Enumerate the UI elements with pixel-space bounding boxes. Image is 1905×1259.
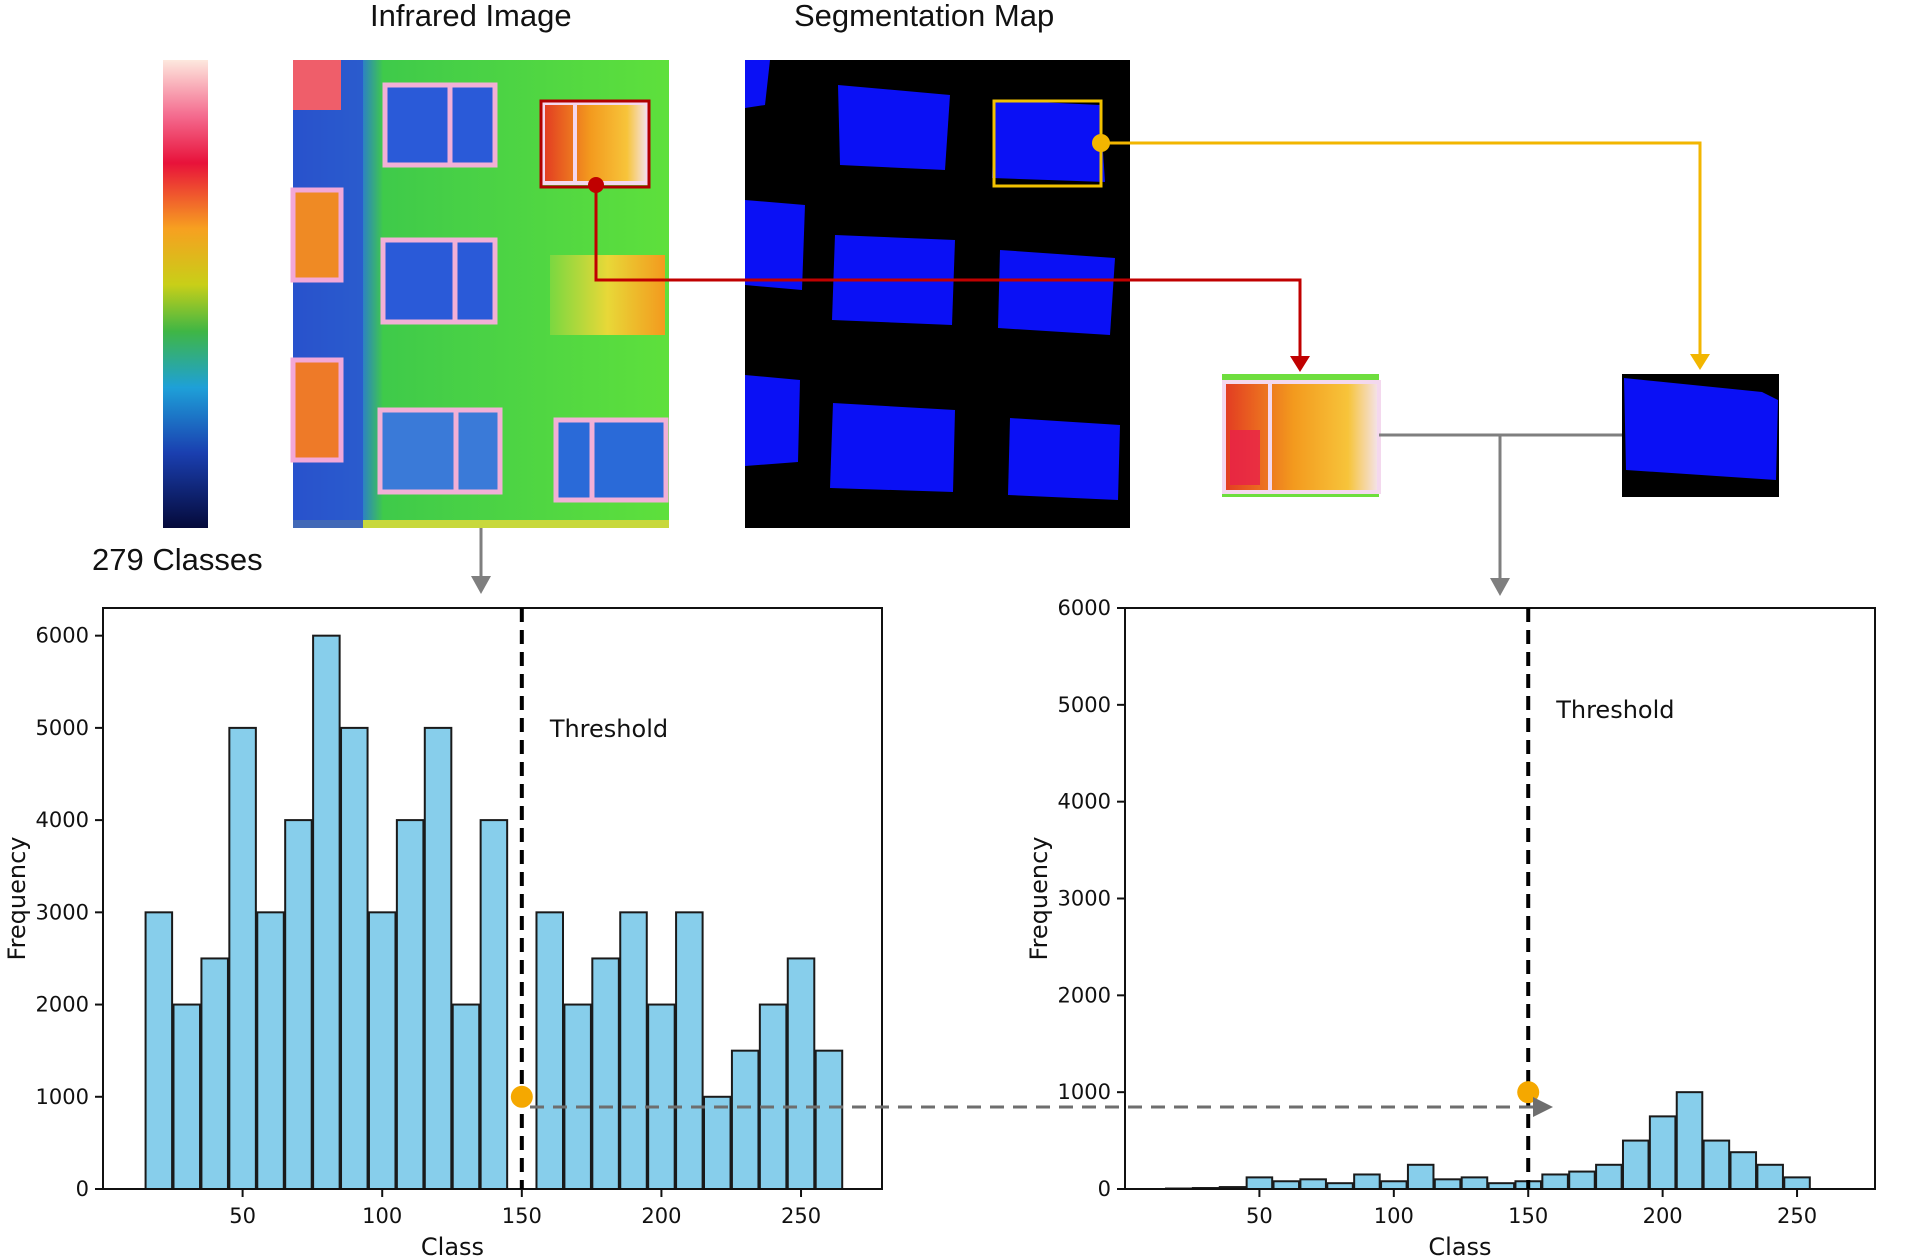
cropped-window-mask xyxy=(1622,374,1779,497)
y-tick-label: 0 xyxy=(76,1177,89,1201)
x-tick-label: 100 xyxy=(1374,1204,1414,1228)
histogram-bar xyxy=(730,1049,760,1190)
histogram-bar xyxy=(1621,1139,1650,1190)
y-tick-label: 5000 xyxy=(1058,693,1111,717)
histogram-bar xyxy=(340,726,369,1190)
histogram-bar xyxy=(451,1003,481,1190)
histogram-bar xyxy=(144,911,174,1190)
y-tick-label: 1000 xyxy=(1058,1080,1111,1104)
colorbar-gradient xyxy=(163,60,208,528)
histogram-bar xyxy=(367,911,397,1190)
threshold-label: Threshold xyxy=(1555,696,1674,724)
histogram-bar xyxy=(312,634,341,1190)
x-tick-label: 200 xyxy=(1643,1204,1683,1228)
y-tick-label: 5000 xyxy=(36,716,89,740)
x-tick-label: 50 xyxy=(1246,1204,1273,1228)
histogram-bar xyxy=(1568,1170,1596,1191)
infrared-thumbnail xyxy=(290,60,669,528)
y-tick-label: 6000 xyxy=(36,624,89,648)
plot-frame xyxy=(1124,607,1876,1190)
histogram-bar xyxy=(703,1095,732,1190)
y-axis-label: Frequency xyxy=(3,837,31,961)
histogram-bar xyxy=(1702,1139,1731,1190)
histogram-bar xyxy=(758,1003,788,1190)
x-tick-label: 50 xyxy=(229,1204,256,1228)
histogram-bar xyxy=(1783,1176,1811,1191)
histogram-bar xyxy=(786,957,816,1191)
y-tick-label: 1000 xyxy=(36,1085,89,1109)
classes-count-label: 279 Classes xyxy=(92,542,263,577)
threshold-marker xyxy=(1517,1081,1540,1104)
histogram-bar xyxy=(228,726,257,1190)
histogram-bar xyxy=(284,819,313,1190)
histogram-bar xyxy=(591,957,620,1191)
histogram-bar xyxy=(1380,1180,1408,1191)
histogram-bar xyxy=(619,911,648,1190)
x-tick-label: 150 xyxy=(1508,1204,1548,1228)
x-axis-label: Class xyxy=(421,1233,484,1259)
histogram-bar xyxy=(1648,1115,1677,1190)
threshold-label: Threshold xyxy=(549,715,668,743)
x-tick-label: 100 xyxy=(362,1204,402,1228)
histogram-bar xyxy=(1272,1180,1301,1191)
histogram-bar xyxy=(395,819,425,1190)
histogram-bar xyxy=(1406,1163,1435,1191)
histogram-bar xyxy=(1595,1163,1623,1191)
histogram-bar xyxy=(647,1003,676,1190)
histogram-bar xyxy=(1433,1178,1462,1190)
infrared-to-histogram-arrow xyxy=(471,528,491,594)
plot-frame xyxy=(102,607,883,1190)
histogram-bar xyxy=(479,819,509,1190)
histogram-bar xyxy=(172,1003,202,1190)
infrared-image-title: Infrared Image xyxy=(370,0,572,33)
histogram-bar xyxy=(200,957,229,1191)
x-tick-label: 250 xyxy=(781,1204,821,1228)
histogram-bar xyxy=(1675,1091,1704,1190)
histogram-bar xyxy=(1460,1176,1489,1191)
y-tick-label: 4000 xyxy=(36,808,89,832)
y-tick-label: 0 xyxy=(1098,1177,1111,1201)
threshold-marker xyxy=(510,1085,533,1108)
x-tick-label: 200 xyxy=(641,1204,681,1228)
histogram-bar xyxy=(423,726,453,1190)
y-tick-label: 4000 xyxy=(1058,790,1111,814)
histogram-window-region: 50 100 150 200 250 0 1000 2000 3000 4000 5000 6000 C… xyxy=(1025,596,1876,1259)
histogram-bar xyxy=(256,911,285,1190)
y-tick-label: 3000 xyxy=(36,900,89,924)
y-tick-label: 3000 xyxy=(1058,887,1111,911)
x-tick-label: 150 xyxy=(502,1204,542,1228)
histogram-bar xyxy=(535,911,565,1190)
merge-connector-arrow xyxy=(1379,433,1622,596)
histogram-bar xyxy=(1729,1151,1758,1190)
histogram-bar xyxy=(1245,1176,1274,1191)
y-axis-label: Frequency xyxy=(1025,837,1053,961)
x-axis-label: Class xyxy=(1428,1233,1491,1259)
histogram-full-image: 50 100 150 200 250 0 1000 2000 3000 4000 5000 6000 C… xyxy=(3,607,883,1259)
histogram-bar xyxy=(1299,1178,1327,1190)
histogram-bar xyxy=(1541,1173,1569,1190)
y-tick-label: 2000 xyxy=(1058,983,1111,1007)
x-tick-label: 250 xyxy=(1777,1204,1817,1228)
red-connector-arrow xyxy=(588,177,1310,372)
histogram-bar xyxy=(1353,1173,1381,1190)
segmentation-thumbnail xyxy=(745,60,1130,528)
histogram-bar xyxy=(563,1003,592,1190)
segmentation-map-title: Segmentation Map xyxy=(794,0,1055,33)
histogram-bar xyxy=(814,1049,844,1190)
histogram-bar xyxy=(675,911,704,1190)
histogram-bar xyxy=(1756,1163,1784,1191)
y-tick-label: 2000 xyxy=(36,993,89,1017)
yellow-connector-arrow xyxy=(1092,134,1710,370)
y-tick-label: 6000 xyxy=(1058,596,1111,620)
cropped-window-infrared xyxy=(1222,374,1381,497)
